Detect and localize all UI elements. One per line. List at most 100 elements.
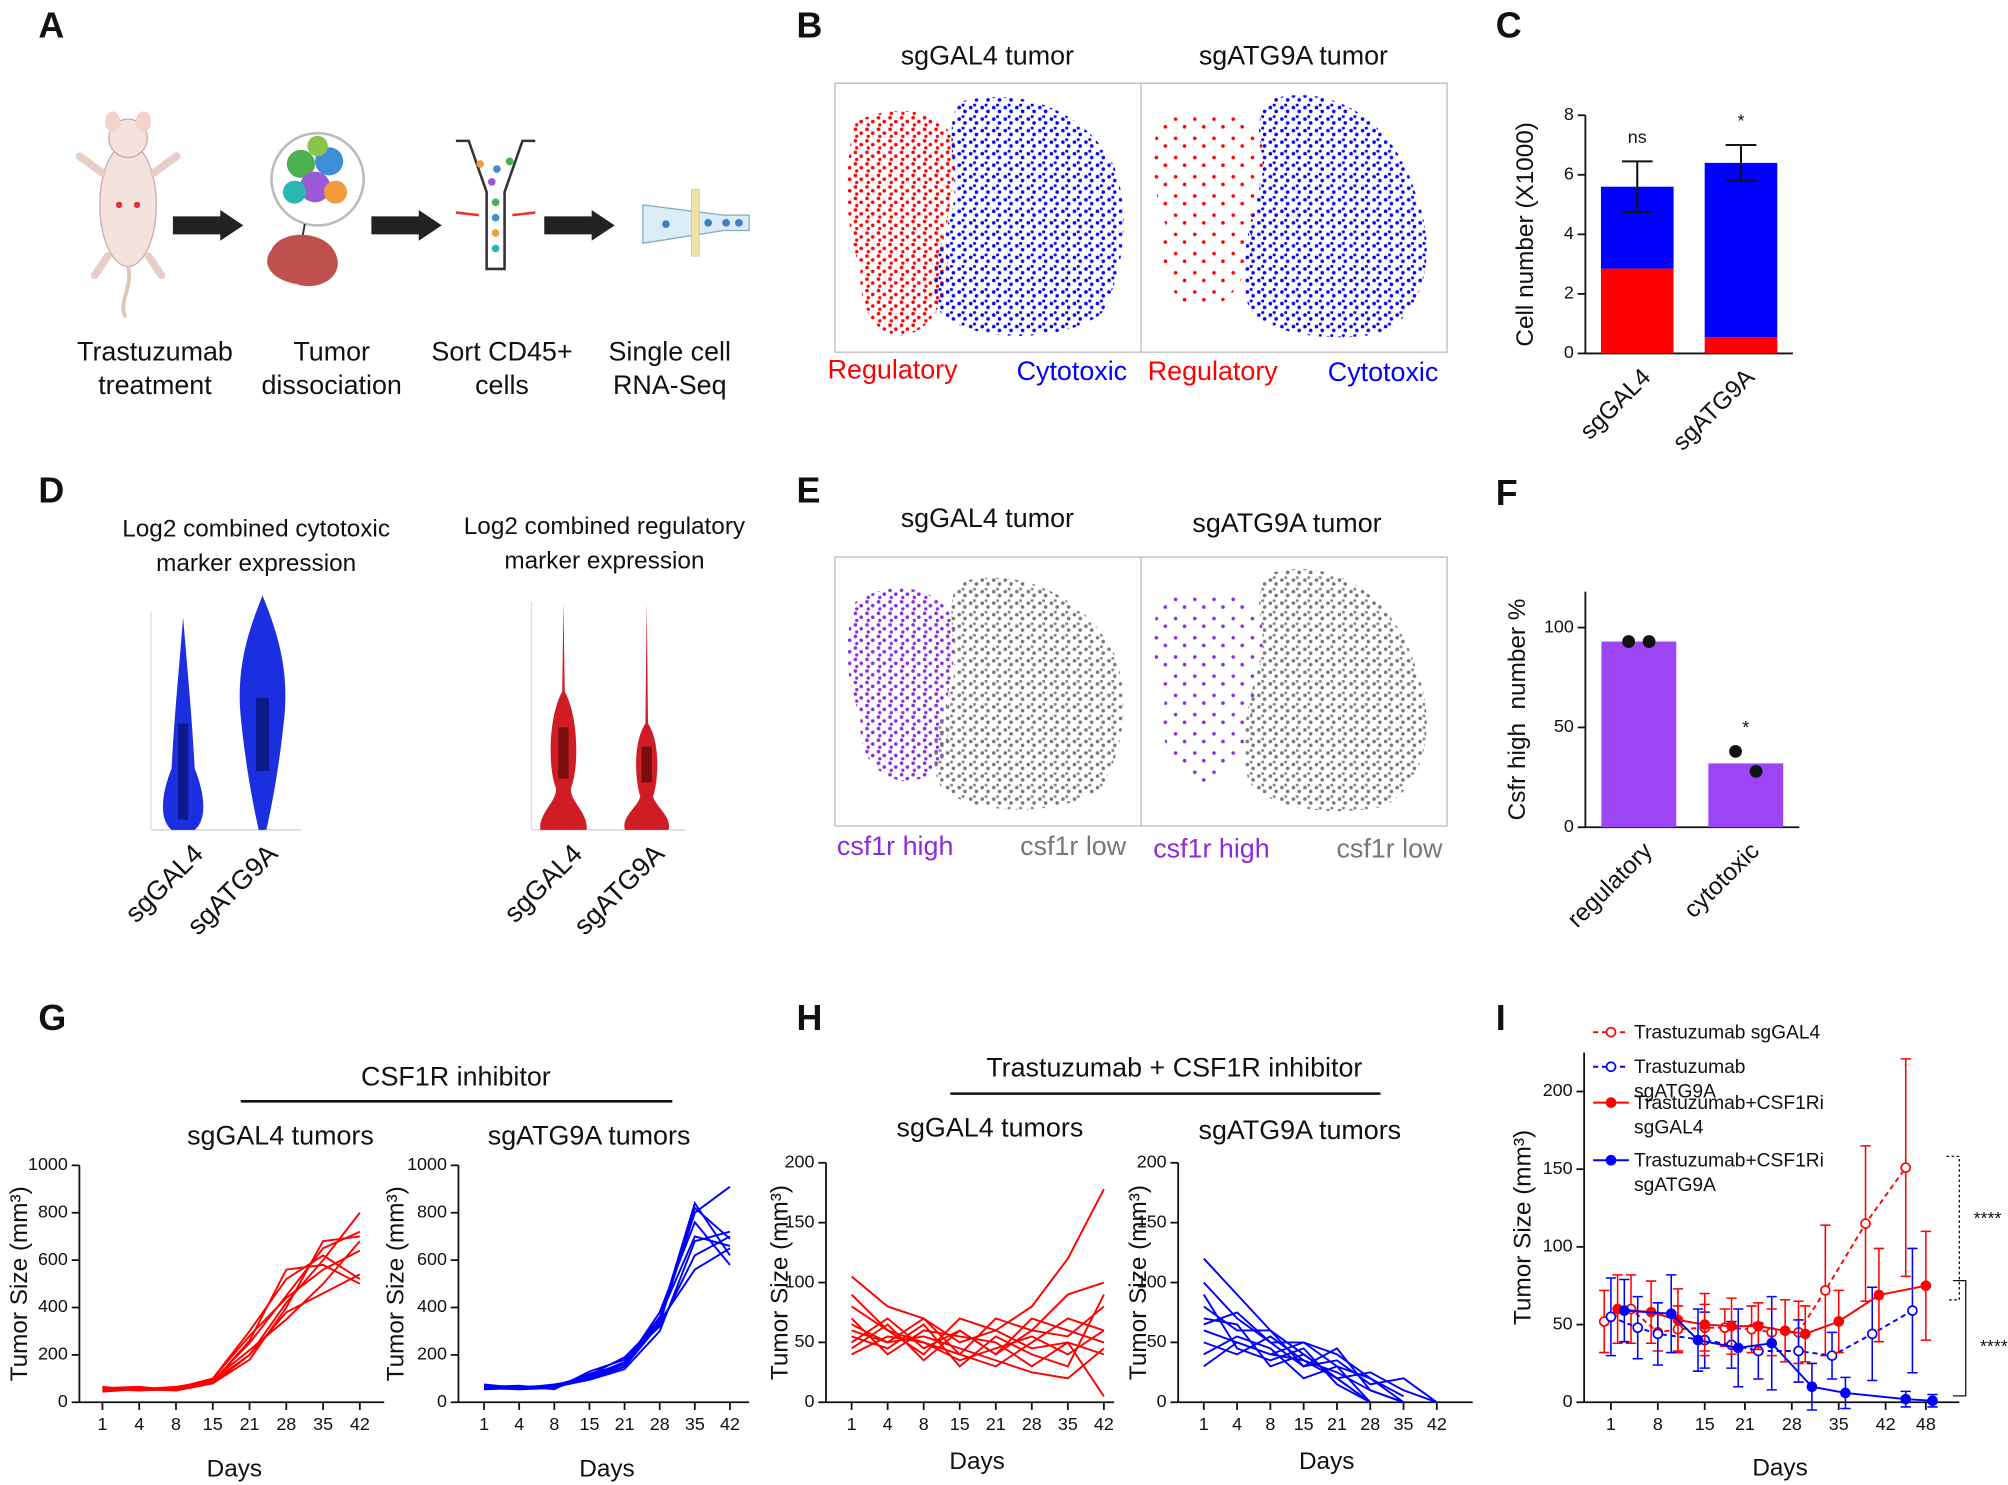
data-point [1833,1316,1845,1327]
series-line [851,1281,1105,1356]
data-point [1927,1395,1938,1407]
x-tick-label: 15 [579,1414,599,1434]
step-label: Sort CD45+ [431,337,572,367]
cluster-label: csf1r high [837,831,954,861]
data-point [1826,1350,1838,1361]
bar [1704,162,1778,338]
y-tick-label: 8 [1564,104,1574,124]
panel-label: H [797,998,823,1038]
y-tick-label: 0 [1564,816,1574,836]
tsne-title: sgATG9A tumor [1192,508,1381,538]
x-tick-label: 21 [1735,1414,1755,1434]
y-tick-label: 0 [1564,342,1574,362]
step-label: treatment [98,370,212,400]
x-tick-label: 1 [1606,1414,1616,1434]
x-tick-label: 8 [1653,1414,1663,1434]
data-point [1753,1320,1764,1332]
y-tick-label: 50 [1147,1331,1167,1351]
tsne-clusters [847,95,1427,338]
y-tick-label: 200 [1543,1080,1573,1100]
chart-title: sgGAL4 tumors [187,1120,374,1150]
y-tick-label: 50 [1554,716,1574,736]
y-tick-label: 800 [417,1201,447,1221]
x-tick-label: 4 [134,1414,144,1434]
series-line [850,1317,1105,1368]
x-tick-label: 42 [1876,1414,1896,1434]
y-tick-label: 100 [1543,1236,1573,1256]
legend-label: Trastuzumab sgGAL4 [1634,1021,1821,1044]
y-axis-label: Tumor Size (mm³) [1125,1185,1152,1380]
data-point [1632,1322,1644,1334]
data-point [1605,1311,1617,1323]
y-tick-label: 150 [785,1211,815,1231]
series-line [102,1249,361,1392]
y-axis-label: Cell number (X1000) [1512,122,1539,346]
data-point [1900,1162,1912,1173]
tsne-clusters [847,568,1427,812]
data-point [1860,1218,1871,1229]
x-axis-label: Days [207,1456,262,1483]
bar [1708,763,1784,828]
group-header: CSF1R inhibitor [361,1061,551,1091]
data-point [1820,1285,1831,1296]
series-line [851,1317,1105,1368]
cluster-label: Cytotoxic [1328,357,1439,387]
series-line [1203,1311,1438,1404]
workflow-icons [75,111,750,319]
cluster-label: Regulatory [828,354,959,384]
data-point [1920,1280,1932,1292]
x-tick-label: 35 [685,1414,705,1434]
y-axis-label: Tumor Size (mm³) [1509,1130,1536,1325]
significance-label: ns [1628,127,1647,147]
x-tick-label: 42 [720,1414,740,1434]
x-tick-label: 42 [350,1414,370,1434]
y-tick-label: 1000 [28,1154,68,1174]
data-point [1619,1305,1630,1316]
tsne-title: sgGAL4 tumor [901,503,1074,533]
panel-label: G [38,998,66,1038]
x-tick-label: 35 [1394,1414,1414,1434]
tsne-title: sgATG9A tumor [1199,41,1388,71]
step-label: cells [475,370,529,400]
cluster-label: csf1r low [1020,831,1127,861]
y-axis-label: Csfr high number % [1504,599,1531,821]
x-tick-label: 4 [883,1414,893,1434]
data-point [1840,1387,1851,1399]
legend-label: Trastuzumab+CSF1Ri sgGAL4 [1634,1092,1824,1139]
legend-entry: Trastuzumab sgATG9A [1634,1057,1745,1103]
data-point [1749,764,1763,778]
x-tick-label: 28 [1022,1414,1042,1434]
data-point [1729,744,1742,758]
y-tick-label: 4 [1564,223,1574,243]
step-label: Tumor [293,337,370,367]
series-line [102,1273,361,1392]
bar [1601,641,1677,828]
y-tick-label: 0 [1157,1391,1167,1411]
cluster-label: Regulatory [1148,356,1279,386]
violin-title: Log2 combined regulatory [464,513,746,540]
chart-title: sgATG9A tumors [1199,1115,1402,1145]
data-point [1766,1337,1778,1349]
data-point [1732,1342,1744,1354]
x-tick-label: 1 [1199,1414,1209,1434]
data-point [1900,1393,1912,1405]
series-line [1203,1335,1404,1404]
data-point [1726,1320,1737,1332]
data-point [1665,1308,1677,1320]
x-tick-label: 15 [950,1414,970,1434]
step-label: Trastuzumab [77,337,233,367]
x-tick-label: 42 [1094,1414,1114,1434]
error-bar [1621,160,1653,214]
y-tick-label: 400 [38,1296,68,1316]
x-tick-label: 4 [1232,1414,1242,1434]
significance-label: **** [1980,1336,2008,1356]
series-line [1203,1341,1371,1404]
x-axis-label: Days [1299,1448,1354,1475]
x-tick-label: 28 [1360,1414,1380,1434]
violin-plots [150,595,686,831]
x-tick-label: 1 [97,1414,107,1434]
series-line [484,1206,731,1390]
y-tick-label: 0 [805,1391,815,1411]
y-tick-label: 1000 [407,1154,447,1174]
x-tick-label: 42 [1427,1414,1447,1434]
